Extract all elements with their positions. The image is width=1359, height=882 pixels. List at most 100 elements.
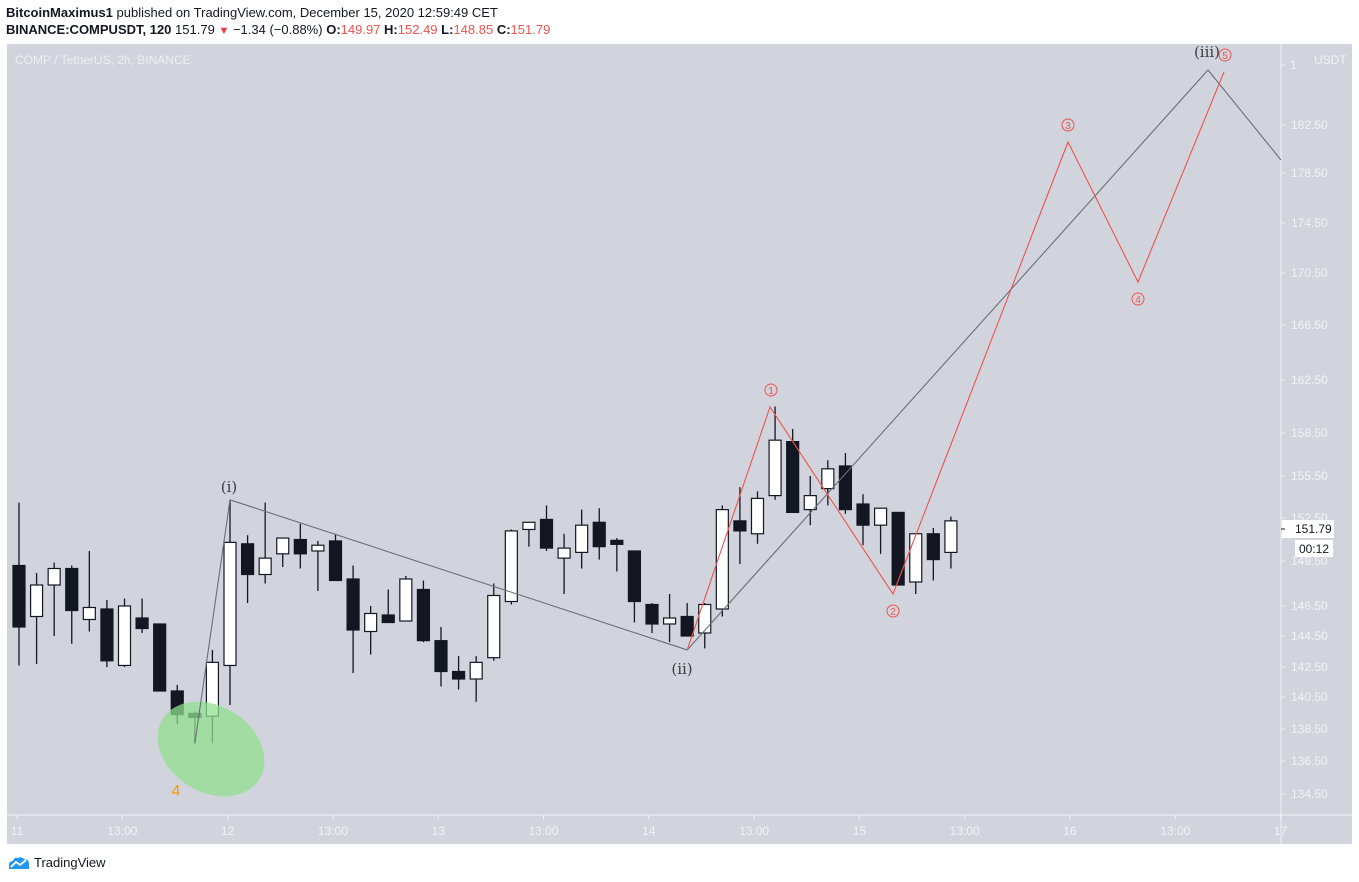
bull-candle [715, 509, 729, 610]
high-value: 152.49 [397, 22, 438, 37]
bear-candle [786, 441, 800, 514]
bear-candle [592, 521, 606, 548]
symbol-info: BINANCE:COMPUSDT, 120 151.79 ▼ −1.34 (−0… [6, 22, 550, 37]
bear-candle [856, 503, 870, 526]
price-tick-label: 1 [1290, 58, 1297, 72]
high-label: H: [384, 22, 398, 37]
bear-candle [926, 533, 940, 561]
bull-candle [117, 605, 132, 667]
bull-candle [399, 578, 413, 622]
bull-candle [487, 594, 501, 659]
wave-label-ii: (ii) [671, 660, 692, 678]
price-tick-label: 182.50 [1291, 118, 1328, 132]
price-tick-label: 149.50 [1291, 554, 1328, 568]
time-tick-label: 15 [853, 824, 867, 838]
price-tick-label: 170.50 [1291, 266, 1328, 280]
low-label: L: [441, 22, 454, 37]
bull-candle [522, 521, 536, 531]
bull-candle [662, 617, 677, 625]
price-tick-label: 146.50 [1291, 599, 1328, 613]
bull-candle [276, 537, 290, 555]
bear-candle [12, 564, 26, 628]
open-value: 149.97 [340, 22, 381, 37]
wave-label-5: 5 [1222, 51, 1228, 62]
wave-label-4: 4 [1135, 295, 1141, 306]
countdown-tag [1295, 540, 1333, 557]
author-name[interactable]: BitcoinMaximus1 [6, 5, 113, 20]
bull-candle [29, 584, 44, 618]
wave-label-iii: (iii) [1194, 44, 1220, 61]
close-label: C: [496, 22, 511, 37]
tradingview-brand: TradingView [34, 855, 106, 870]
currency-label: USDT [1314, 53, 1347, 67]
bear-candle [240, 543, 255, 576]
bear-candle [293, 538, 307, 555]
bear-candle [100, 608, 114, 662]
price-tick-label: 140.50 [1291, 690, 1328, 704]
bear-candle [135, 617, 149, 630]
price-tick-label: 144.50 [1291, 629, 1328, 643]
bear-candle [680, 615, 694, 637]
time-tick-label: 14 [642, 824, 656, 838]
bear-candle [645, 603, 659, 625]
wave-label-4-circle [1131, 292, 1145, 306]
bear-candle [65, 567, 79, 612]
price-tick-label: 138.50 [1291, 722, 1328, 736]
bull-candle [557, 547, 571, 559]
price-tick-label: 162.50 [1291, 373, 1328, 387]
bull-candle [258, 557, 272, 576]
price-tick-label: 134.50 [1291, 787, 1328, 801]
wave-label-4-prior: 4 [172, 783, 181, 800]
bear-candle [346, 578, 360, 631]
publish-info: BitcoinMaximus1 published on TradingView… [6, 5, 498, 20]
publish-text: published on TradingView.com, December 1… [116, 5, 498, 20]
low-value: 148.85 [453, 22, 494, 37]
time-tick-label: 16 [1063, 824, 1077, 838]
bear-candle [539, 518, 554, 549]
bull-candle [223, 541, 237, 667]
bull-candle [364, 612, 378, 633]
bear-candle [733, 520, 747, 532]
bull-candle [47, 567, 61, 586]
wave-label-3-circle [1061, 118, 1075, 132]
price-tick-label: 142.50 [1291, 660, 1328, 674]
wave-label-i: (i) [221, 478, 238, 496]
bull-candle [909, 533, 923, 583]
bull-candle [944, 520, 958, 554]
bear-candle [434, 640, 448, 673]
price-tick-label: 174.50 [1291, 216, 1328, 230]
time-tick-label: 12 [221, 824, 235, 838]
time-tick-label: 13:00 [318, 824, 348, 838]
bar-countdown: 00:12 [1299, 542, 1329, 556]
chart-area[interactable]: 182.50 178.50 174.50 170.50 166.50 162.50 158.… [7, 44, 1352, 844]
bull-candle [575, 524, 589, 553]
bear-candle [381, 614, 395, 624]
bear-candle [627, 550, 642, 603]
price-change: −1.34 (−0.88%) [232, 22, 323, 37]
highlight-ellipse [157, 701, 265, 797]
time-tick-label: 13:00 [1160, 824, 1190, 838]
wave-label-3: 3 [1065, 121, 1071, 132]
bear-candle [451, 670, 466, 680]
bear-candle [153, 623, 167, 692]
bear-candle [838, 465, 853, 511]
symbol-line: BINANCE:COMPUSDT, 120 [6, 22, 172, 37]
bear-candle [610, 539, 624, 545]
time-tick-label: 13:00 [528, 824, 558, 838]
tradingview-cloud-icon [9, 856, 29, 869]
wave-label-1: 1 [768, 386, 774, 397]
price-tick-label: 158.50 [1291, 426, 1328, 440]
tradingview-logo[interactable]: TradingView [8, 855, 106, 870]
bear-candle [891, 511, 905, 586]
bull-candle [803, 495, 817, 511]
wave-label-1-circle [764, 383, 778, 397]
time-tick-label: 11 [11, 824, 24, 838]
time-tick-label: 17 [1274, 824, 1288, 838]
last-price: 151.79 [175, 22, 215, 37]
bull-candle [504, 530, 518, 603]
chart-canvas[interactable]: 182.50 178.50 174.50 170.50 166.50 162.50 158.… [7, 44, 1352, 844]
bull-candle [698, 603, 712, 634]
price-tick-label: 155.50 [1291, 469, 1328, 483]
down-arrow-icon: ▼ [218, 25, 230, 37]
open-label: O: [326, 22, 341, 37]
